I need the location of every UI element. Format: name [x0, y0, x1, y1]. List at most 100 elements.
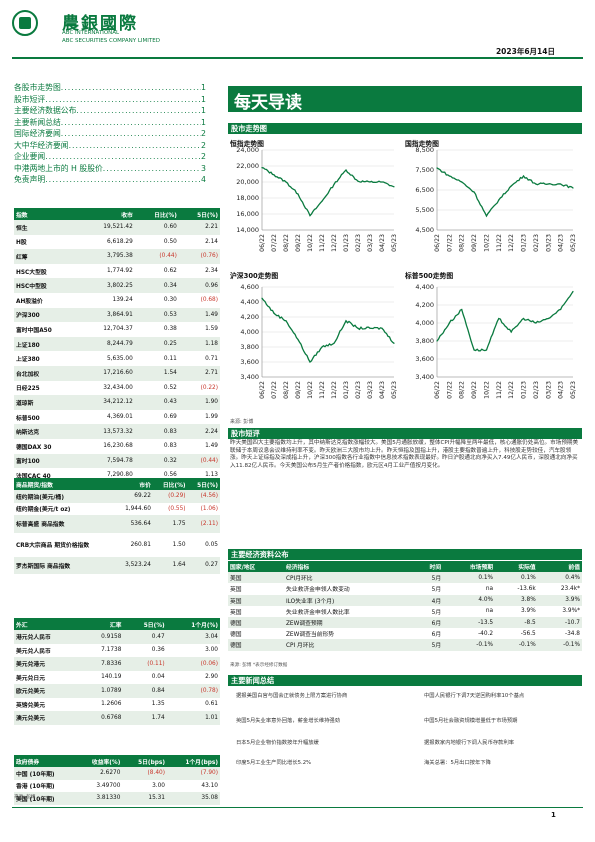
toc-item[interactable]: 中港两地上市的 H 股股价 3	[14, 163, 206, 175]
x-tick-label: 05/23	[570, 234, 577, 252]
toc-item[interactable]: 股市短评 1	[14, 94, 206, 106]
x-tick-label: 06/22	[259, 381, 266, 399]
cell-value: (7.90)	[166, 767, 220, 780]
row-label: 美元兑人民币	[16, 648, 51, 655]
table-row: HSC中型股 3,802.25 0.34 0.96	[14, 278, 220, 293]
toc-item[interactable]: 主要经济数据公布 1	[14, 105, 206, 117]
cell-value: na	[485, 585, 494, 592]
hsi-chart: 14,000 16,000 18,000 20,000 22,000 24,000 06/2…	[236, 146, 398, 252]
sp500-chart: 3,400 3,600 3,800 4,000 4,200 4,400 06/22 07/22…	[415, 283, 577, 399]
row-label: H股	[16, 240, 27, 247]
row-label: 恒生	[14, 220, 80, 235]
toc-item[interactable]: 大中华经济要闻 2	[14, 140, 206, 152]
y-tick-label: 3,800	[415, 337, 434, 345]
cell-value: na	[485, 608, 494, 615]
table-row: 恒生 19,521.42 0.60 2.21	[14, 220, 220, 235]
row-label: 日经225	[16, 386, 40, 393]
toc-item[interactable]: 各股市走势图 1	[14, 82, 206, 94]
table-row: AH股溢价 139.24 0.30 (0.68)	[14, 293, 220, 308]
cell-value: 260.81	[130, 541, 151, 548]
row-label: 纽约期金(美元/t oz)	[16, 507, 71, 514]
econ-source: 来源: 彭博 *表示经修订数据	[230, 663, 288, 668]
x-tick-label: 03/23	[545, 381, 552, 399]
cell-value: 0.32	[134, 453, 179, 469]
cell-value: 德国	[228, 639, 284, 651]
y-tick-label: 4,600	[240, 283, 259, 291]
table-row: HSC大型股 1,774.92 0.62 2.34	[14, 264, 220, 279]
toc-leader	[103, 163, 201, 175]
row-label: 富时中国A50	[16, 327, 52, 334]
toc-leader	[61, 82, 201, 94]
cell-value: 5月	[431, 609, 442, 616]
row-label: 美国 (10年期)	[14, 792, 76, 805]
table-row: 台北加权 17,216.60 1.54 2.71	[14, 365, 220, 381]
cell-value: (0.22)	[200, 384, 218, 391]
cell-value: 0.53	[134, 307, 179, 323]
row-label: 澳元兑美元	[14, 711, 82, 725]
cell-value: 19,521.42	[79, 220, 135, 235]
y-tick-label: 16,000	[236, 210, 259, 218]
data-point	[273, 312, 275, 314]
cell-value: -13.6k	[517, 585, 536, 592]
cell-value: -56.5	[520, 630, 536, 637]
toc-title: 中港两地上市的 H 股股价	[14, 163, 103, 173]
data-point	[309, 361, 311, 363]
row-label: 红筹	[14, 249, 80, 264]
toc-title: 股市短评	[14, 94, 46, 104]
cell-value: 0.04	[151, 674, 165, 681]
x-tick-label: 10/22	[483, 381, 490, 399]
y-tick-label: 3,800	[240, 343, 259, 351]
y-tick-label: 18,000	[236, 194, 259, 202]
cell-value: 3.9%*	[562, 608, 580, 615]
x-tick-label: 09/22	[295, 381, 302, 399]
data-point	[393, 186, 395, 188]
cell-value: 1.59	[205, 326, 218, 333]
cell-value: ZEW调查预期	[283, 616, 414, 629]
cell-value: (0.44)	[134, 249, 179, 264]
row-label: CRB大宗商品 期货价格指数	[16, 543, 90, 549]
column-header: 5日(%)	[178, 208, 220, 220]
data-point	[485, 215, 488, 217]
row-label: 台北加权	[14, 365, 80, 381]
news-item: 日本5月企业物价指数按年升幅放缓	[236, 740, 319, 746]
x-tick-label: 01/23	[343, 381, 350, 399]
cell-value: 1.75	[152, 515, 188, 533]
cell-value: 0.60	[134, 220, 179, 235]
toc-item[interactable]: 主要新闻总结 1	[14, 117, 206, 129]
data-point	[309, 215, 311, 217]
y-tick-label: 3,400	[415, 373, 434, 381]
cell-value: 0.27	[187, 556, 220, 574]
y-tick-label: 7,500	[415, 166, 434, 174]
logo-english-line1: ABC INTERNATIONAL	[62, 30, 120, 36]
toc-item[interactable]: 免责声明 4	[14, 174, 206, 186]
toc-leader	[61, 128, 201, 140]
cell-value: (0.29)	[152, 490, 188, 503]
row-label: HSC大型股	[16, 269, 47, 276]
x-tick-label: 07/22	[271, 234, 278, 252]
cell-value: -13.5	[443, 616, 496, 629]
toc-page: 4	[201, 175, 206, 184]
cell-value: 0.50	[163, 238, 177, 245]
cell-value: 5,635.00	[106, 355, 133, 362]
data-point	[498, 317, 500, 320]
cell-value: 德国	[230, 632, 242, 639]
cell-value: 0.69	[163, 414, 177, 421]
toc-item[interactable]: 企业要闻 2	[14, 151, 206, 163]
cell-value: 4.0%	[443, 594, 496, 606]
cell-value: 2.90	[205, 674, 218, 681]
news-item: 中国人民银行下调7天逆回购利率10个基点	[424, 693, 525, 699]
column-header: 汇率	[81, 618, 124, 630]
column-header: 日比(%)	[152, 478, 188, 490]
toc-item[interactable]: 国际经济要闻 2	[14, 128, 206, 140]
cell-value: 6,618.29	[106, 238, 133, 245]
data-point	[261, 297, 263, 299]
row-label: 纳斯达克	[14, 424, 80, 439]
x-tick-label: 11/22	[319, 234, 326, 252]
y-tick-label: 5,500	[415, 206, 434, 214]
x-tick-label: 08/22	[283, 381, 290, 399]
data-point	[461, 181, 463, 183]
data-point	[369, 327, 371, 329]
row-label: 道琼斯	[14, 395, 80, 410]
toc-leader	[45, 94, 201, 106]
data-point	[357, 180, 359, 182]
